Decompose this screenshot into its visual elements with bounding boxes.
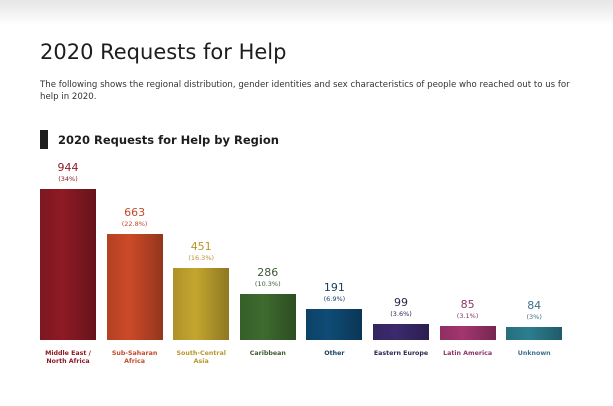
category-label: Eastern Europe (373, 350, 429, 357)
share-label: (3.6%) (390, 310, 412, 319)
category-label: Caribbean (249, 350, 286, 357)
bar (106, 233, 163, 340)
top-shade (0, 0, 613, 26)
heading-marker (40, 130, 48, 149)
bar (239, 294, 296, 340)
share-label: (3%) (526, 312, 542, 321)
category-label: Middle East / North Africa (45, 350, 91, 365)
page-title: 2020 Requests for Help (40, 40, 287, 64)
bar (506, 326, 563, 340)
value-label: 451 (190, 239, 212, 253)
bar (439, 326, 496, 340)
category-label: Sub-Saharan Africa (111, 350, 158, 365)
value-label: 944 (57, 161, 79, 174)
value-label: 663 (124, 205, 146, 219)
chart-title: 2020 Requests for Help by Region (58, 133, 279, 147)
page-subtitle: The following shows the regional distrib… (40, 80, 570, 102)
category-label: Latin America (443, 350, 493, 357)
share-label: (22.8%) (121, 219, 148, 228)
value-label: 84 (527, 298, 542, 312)
category-label: Unknown (517, 350, 551, 357)
value-label: 99 (394, 296, 408, 310)
share-label: (10.3%) (254, 280, 281, 289)
category-label: South-Central Asia (176, 350, 226, 365)
bar (173, 267, 230, 340)
category-label: Other (324, 350, 345, 357)
value-label: 191 (323, 281, 345, 295)
bar (373, 324, 429, 340)
share-label: (6.9%) (323, 295, 346, 304)
bar (306, 309, 363, 340)
value-label: 286 (257, 266, 279, 280)
value-label: 85 (460, 298, 475, 312)
share-label: (3.1%) (456, 312, 479, 321)
bar (40, 189, 96, 340)
share-label: (16.3%) (188, 253, 215, 262)
share-label: (34%) (58, 175, 78, 183)
